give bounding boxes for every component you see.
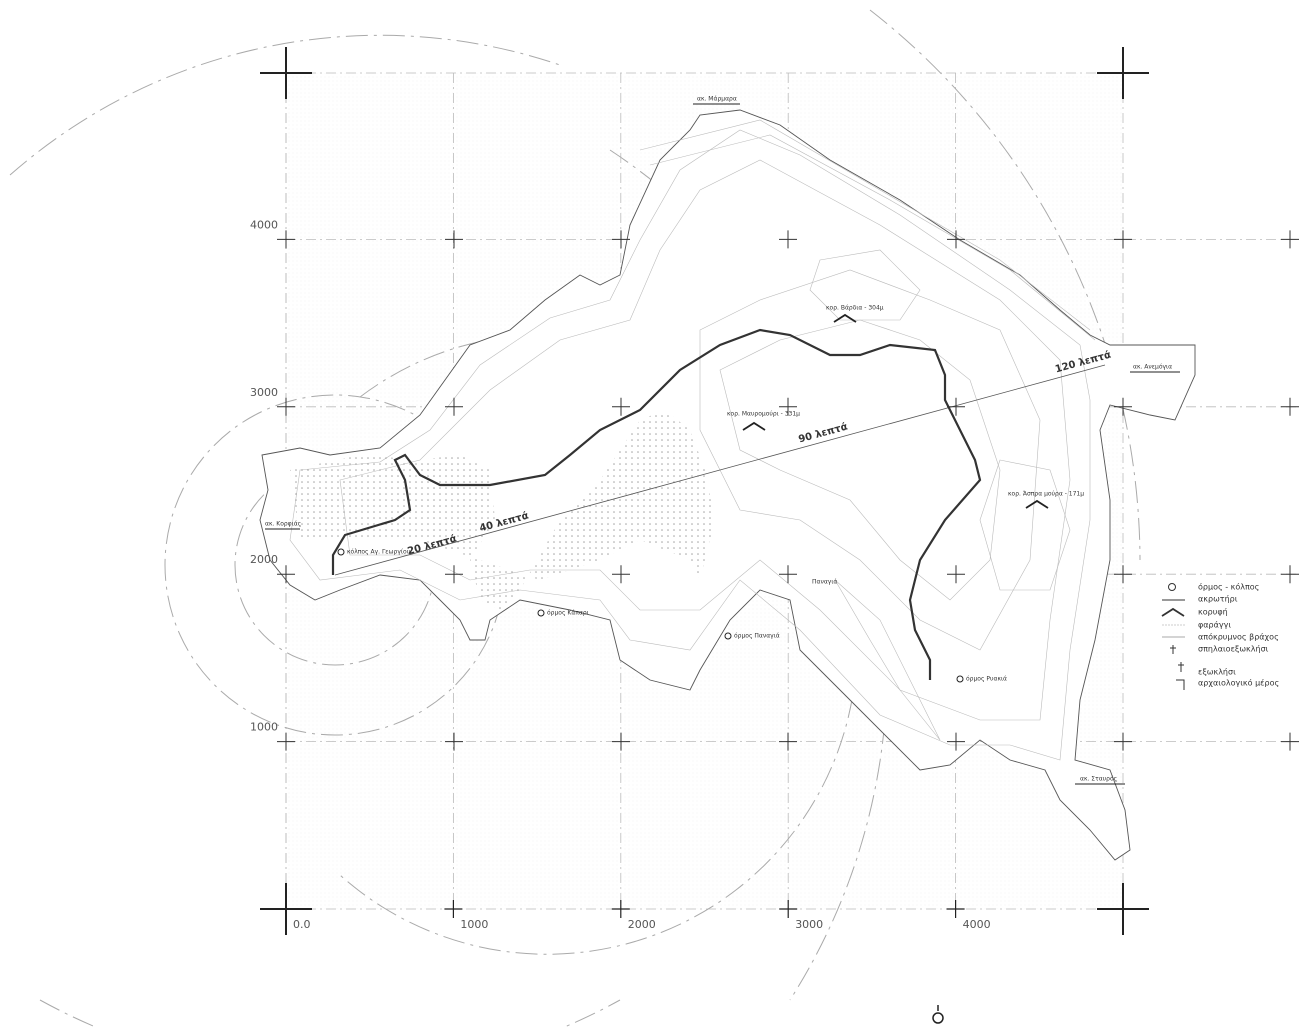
place-label: ακ. Σταυρός [1080, 776, 1117, 783]
legend-label: όρμος - κόλπος [1198, 582, 1259, 592]
place-label: κορ. Βάρδια - 304μ [826, 305, 884, 312]
y-tick-label: 1000 [250, 721, 278, 734]
legend-label: φαράγγι [1198, 621, 1231, 630]
legend-label: απόκρυμνος βράχος [1198, 632, 1279, 642]
place-labels: ακ. Μάρμαρα κορ. Βάρδια - 304μ κορ. Μαυρ… [265, 96, 1172, 783]
place-label: κορ. Άσπρα μούρα - 171μ [1008, 491, 1084, 498]
contours [289, 119, 1096, 761]
y-tick-label: 2000 [250, 553, 278, 566]
legend-label: κορυφή [1198, 608, 1228, 617]
y-tick-label: 3000 [250, 386, 278, 399]
place-label: όρμος Ρυακιά [966, 676, 1007, 683]
place-label: όρμος Κάπαρι [547, 610, 589, 617]
x-tick-label: 4000 [963, 918, 991, 931]
legend-symbols [1161, 583, 1185, 690]
x-tick-label: 1000 [460, 918, 488, 931]
x-tick-label: 3000 [795, 918, 823, 931]
place-label: ακ. Μάρμαρα [697, 96, 737, 103]
place-label: ακ. Κορφιάς [265, 521, 301, 528]
symbols [265, 103, 1180, 785]
place-label: κόλπος Αγ. Γεωργίου [347, 549, 411, 556]
legend: όρμος - κόλπος ακρωτήρι κορυφή φαράγγι α… [1161, 582, 1279, 690]
walk-line [334, 364, 1106, 576]
x-tick-label: 0.0 [293, 918, 311, 931]
x-tick-label: 2000 [628, 918, 656, 931]
place-label: όρμος Παναγιά [734, 633, 780, 640]
route [331, 328, 982, 680]
place-label: ακ. Ανεμόγια [1133, 364, 1172, 371]
legend-label: εξωκλήσι [1198, 668, 1236, 677]
north-arrow [932, 1005, 944, 1024]
legend-label: σπηλαιοεξωκλήσι [1198, 645, 1269, 654]
legend-label: ακρωτήρι [1198, 595, 1238, 604]
place-label: Παναγιά [812, 579, 837, 586]
place-label: κορ. Μαυρομούρι - 331μ [727, 411, 800, 418]
y-tick-label: 4000 [250, 218, 278, 231]
legend-label: αρχαιολογικό μέρος [1198, 678, 1279, 688]
